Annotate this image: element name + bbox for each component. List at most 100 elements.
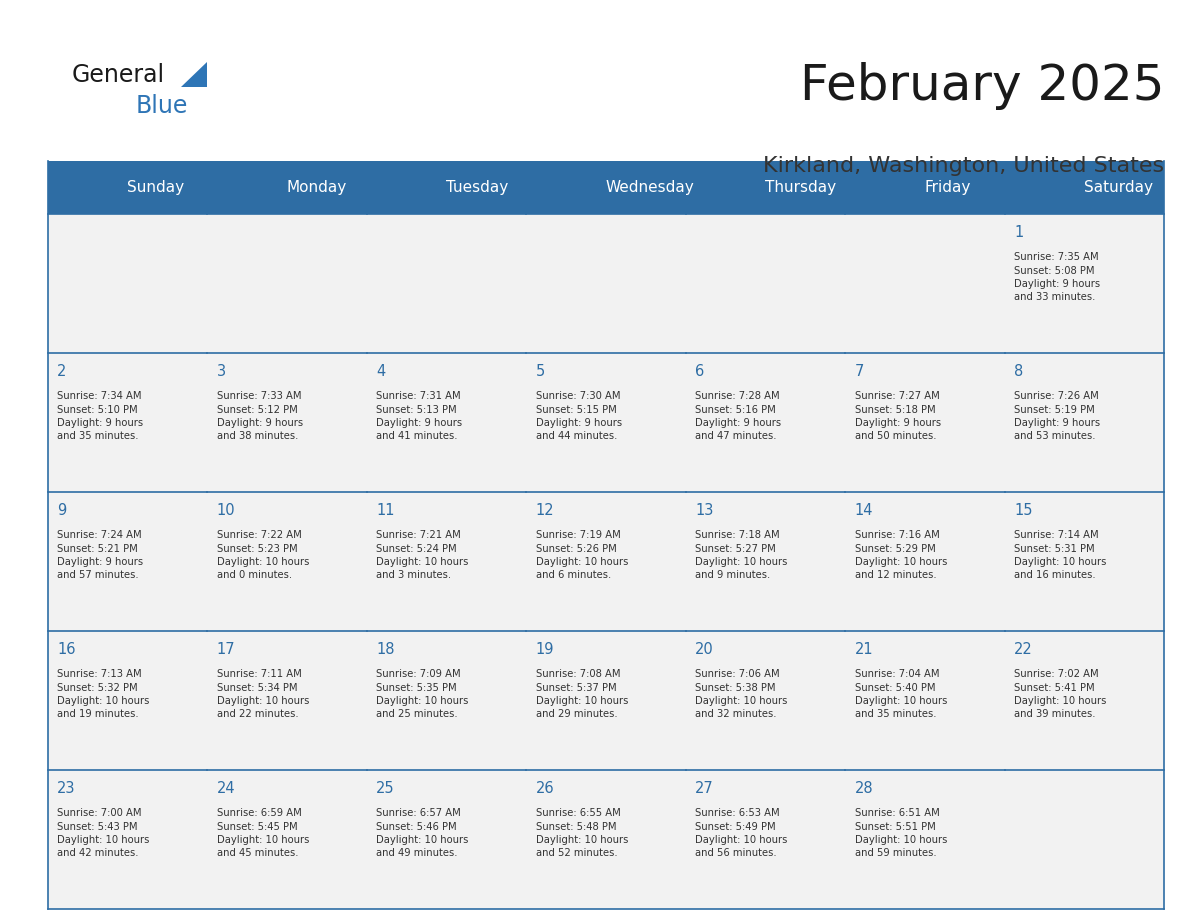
Text: 6: 6: [695, 364, 704, 379]
FancyBboxPatch shape: [845, 353, 1005, 492]
FancyBboxPatch shape: [48, 631, 207, 770]
Text: Kirkland, Washington, United States: Kirkland, Washington, United States: [763, 156, 1164, 176]
Text: Sunday: Sunday: [127, 180, 184, 195]
Text: Sunrise: 7:06 AM
Sunset: 5:38 PM
Daylight: 10 hours
and 32 minutes.: Sunrise: 7:06 AM Sunset: 5:38 PM Dayligh…: [695, 669, 788, 719]
Text: Monday: Monday: [286, 180, 347, 195]
Text: 21: 21: [854, 642, 873, 657]
Text: 1: 1: [1015, 225, 1024, 240]
Text: 25: 25: [377, 781, 394, 796]
Text: Sunrise: 7:04 AM
Sunset: 5:40 PM
Daylight: 10 hours
and 35 minutes.: Sunrise: 7:04 AM Sunset: 5:40 PM Dayligh…: [854, 669, 947, 719]
Text: 22: 22: [1015, 642, 1032, 657]
FancyBboxPatch shape: [48, 161, 1164, 214]
Text: 28: 28: [854, 781, 873, 796]
Text: 26: 26: [536, 781, 555, 796]
Text: Sunrise: 7:02 AM
Sunset: 5:41 PM
Daylight: 10 hours
and 39 minutes.: Sunrise: 7:02 AM Sunset: 5:41 PM Dayligh…: [1015, 669, 1106, 719]
Text: Wednesday: Wednesday: [606, 180, 695, 195]
FancyBboxPatch shape: [207, 770, 367, 909]
Text: Blue: Blue: [135, 94, 188, 118]
Text: Sunrise: 7:35 AM
Sunset: 5:08 PM
Daylight: 9 hours
and 33 minutes.: Sunrise: 7:35 AM Sunset: 5:08 PM Dayligh…: [1015, 252, 1100, 302]
FancyBboxPatch shape: [526, 492, 685, 631]
Text: Sunrise: 7:30 AM
Sunset: 5:15 PM
Daylight: 9 hours
and 44 minutes.: Sunrise: 7:30 AM Sunset: 5:15 PM Dayligh…: [536, 391, 621, 441]
FancyBboxPatch shape: [526, 353, 685, 492]
Text: Sunrise: 7:28 AM
Sunset: 5:16 PM
Daylight: 9 hours
and 47 minutes.: Sunrise: 7:28 AM Sunset: 5:16 PM Dayligh…: [695, 391, 782, 441]
Text: 2: 2: [57, 364, 67, 379]
Text: Sunrise: 7:22 AM
Sunset: 5:23 PM
Daylight: 10 hours
and 0 minutes.: Sunrise: 7:22 AM Sunset: 5:23 PM Dayligh…: [216, 531, 309, 580]
FancyBboxPatch shape: [48, 492, 207, 631]
Text: 7: 7: [854, 364, 864, 379]
Text: Thursday: Thursday: [765, 180, 836, 195]
FancyBboxPatch shape: [1005, 631, 1164, 770]
Text: 4: 4: [377, 364, 385, 379]
Polygon shape: [181, 62, 207, 87]
Text: 24: 24: [216, 781, 235, 796]
Text: February 2025: February 2025: [800, 62, 1164, 110]
FancyBboxPatch shape: [685, 353, 845, 492]
FancyBboxPatch shape: [845, 631, 1005, 770]
Text: 3: 3: [216, 364, 226, 379]
FancyBboxPatch shape: [685, 492, 845, 631]
Text: Sunrise: 6:59 AM
Sunset: 5:45 PM
Daylight: 10 hours
and 45 minutes.: Sunrise: 6:59 AM Sunset: 5:45 PM Dayligh…: [216, 809, 309, 858]
Text: 18: 18: [377, 642, 394, 657]
Text: Tuesday: Tuesday: [447, 180, 508, 195]
FancyBboxPatch shape: [845, 770, 1005, 909]
Text: Saturday: Saturday: [1085, 180, 1154, 195]
Text: Sunrise: 7:26 AM
Sunset: 5:19 PM
Daylight: 9 hours
and 53 minutes.: Sunrise: 7:26 AM Sunset: 5:19 PM Dayligh…: [1015, 391, 1100, 441]
FancyBboxPatch shape: [48, 214, 207, 353]
Text: Sunrise: 6:55 AM
Sunset: 5:48 PM
Daylight: 10 hours
and 52 minutes.: Sunrise: 6:55 AM Sunset: 5:48 PM Dayligh…: [536, 809, 628, 858]
Text: Sunrise: 7:11 AM
Sunset: 5:34 PM
Daylight: 10 hours
and 22 minutes.: Sunrise: 7:11 AM Sunset: 5:34 PM Dayligh…: [216, 669, 309, 719]
FancyBboxPatch shape: [207, 353, 367, 492]
Text: Friday: Friday: [925, 180, 972, 195]
Text: 12: 12: [536, 503, 555, 518]
FancyBboxPatch shape: [207, 492, 367, 631]
FancyBboxPatch shape: [685, 214, 845, 353]
Text: 10: 10: [216, 503, 235, 518]
FancyBboxPatch shape: [367, 492, 526, 631]
FancyBboxPatch shape: [1005, 353, 1164, 492]
Text: 27: 27: [695, 781, 714, 796]
FancyBboxPatch shape: [685, 631, 845, 770]
Text: 5: 5: [536, 364, 545, 379]
FancyBboxPatch shape: [207, 214, 367, 353]
FancyBboxPatch shape: [526, 770, 685, 909]
FancyBboxPatch shape: [845, 492, 1005, 631]
Text: 23: 23: [57, 781, 76, 796]
Text: General: General: [71, 63, 164, 87]
Text: 15: 15: [1015, 503, 1032, 518]
FancyBboxPatch shape: [685, 770, 845, 909]
Text: Sunrise: 6:51 AM
Sunset: 5:51 PM
Daylight: 10 hours
and 59 minutes.: Sunrise: 6:51 AM Sunset: 5:51 PM Dayligh…: [854, 809, 947, 858]
Text: 14: 14: [854, 503, 873, 518]
FancyBboxPatch shape: [1005, 770, 1164, 909]
FancyBboxPatch shape: [48, 353, 207, 492]
FancyBboxPatch shape: [367, 770, 526, 909]
Text: 17: 17: [216, 642, 235, 657]
Text: Sunrise: 7:33 AM
Sunset: 5:12 PM
Daylight: 9 hours
and 38 minutes.: Sunrise: 7:33 AM Sunset: 5:12 PM Dayligh…: [216, 391, 303, 441]
FancyBboxPatch shape: [367, 214, 526, 353]
FancyBboxPatch shape: [845, 214, 1005, 353]
Text: Sunrise: 7:18 AM
Sunset: 5:27 PM
Daylight: 10 hours
and 9 minutes.: Sunrise: 7:18 AM Sunset: 5:27 PM Dayligh…: [695, 531, 788, 580]
FancyBboxPatch shape: [1005, 214, 1164, 353]
Text: Sunrise: 7:24 AM
Sunset: 5:21 PM
Daylight: 9 hours
and 57 minutes.: Sunrise: 7:24 AM Sunset: 5:21 PM Dayligh…: [57, 531, 143, 580]
Text: 11: 11: [377, 503, 394, 518]
Text: 8: 8: [1015, 364, 1024, 379]
Text: Sunrise: 7:09 AM
Sunset: 5:35 PM
Daylight: 10 hours
and 25 minutes.: Sunrise: 7:09 AM Sunset: 5:35 PM Dayligh…: [377, 669, 468, 719]
Text: Sunrise: 7:16 AM
Sunset: 5:29 PM
Daylight: 10 hours
and 12 minutes.: Sunrise: 7:16 AM Sunset: 5:29 PM Dayligh…: [854, 531, 947, 580]
Text: 20: 20: [695, 642, 714, 657]
FancyBboxPatch shape: [207, 631, 367, 770]
FancyBboxPatch shape: [48, 770, 207, 909]
Text: 13: 13: [695, 503, 714, 518]
Text: Sunrise: 7:34 AM
Sunset: 5:10 PM
Daylight: 9 hours
and 35 minutes.: Sunrise: 7:34 AM Sunset: 5:10 PM Dayligh…: [57, 391, 143, 441]
Text: Sunrise: 7:21 AM
Sunset: 5:24 PM
Daylight: 10 hours
and 3 minutes.: Sunrise: 7:21 AM Sunset: 5:24 PM Dayligh…: [377, 531, 468, 580]
FancyBboxPatch shape: [526, 214, 685, 353]
Text: 19: 19: [536, 642, 554, 657]
Text: 16: 16: [57, 642, 76, 657]
Text: Sunrise: 7:19 AM
Sunset: 5:26 PM
Daylight: 10 hours
and 6 minutes.: Sunrise: 7:19 AM Sunset: 5:26 PM Dayligh…: [536, 531, 628, 580]
FancyBboxPatch shape: [367, 353, 526, 492]
Text: Sunrise: 7:27 AM
Sunset: 5:18 PM
Daylight: 9 hours
and 50 minutes.: Sunrise: 7:27 AM Sunset: 5:18 PM Dayligh…: [854, 391, 941, 441]
Text: Sunrise: 6:53 AM
Sunset: 5:49 PM
Daylight: 10 hours
and 56 minutes.: Sunrise: 6:53 AM Sunset: 5:49 PM Dayligh…: [695, 809, 788, 858]
FancyBboxPatch shape: [1005, 492, 1164, 631]
Text: 9: 9: [57, 503, 67, 518]
FancyBboxPatch shape: [526, 631, 685, 770]
FancyBboxPatch shape: [367, 631, 526, 770]
Text: Sunrise: 7:14 AM
Sunset: 5:31 PM
Daylight: 10 hours
and 16 minutes.: Sunrise: 7:14 AM Sunset: 5:31 PM Dayligh…: [1015, 531, 1106, 580]
Text: Sunrise: 7:31 AM
Sunset: 5:13 PM
Daylight: 9 hours
and 41 minutes.: Sunrise: 7:31 AM Sunset: 5:13 PM Dayligh…: [377, 391, 462, 441]
